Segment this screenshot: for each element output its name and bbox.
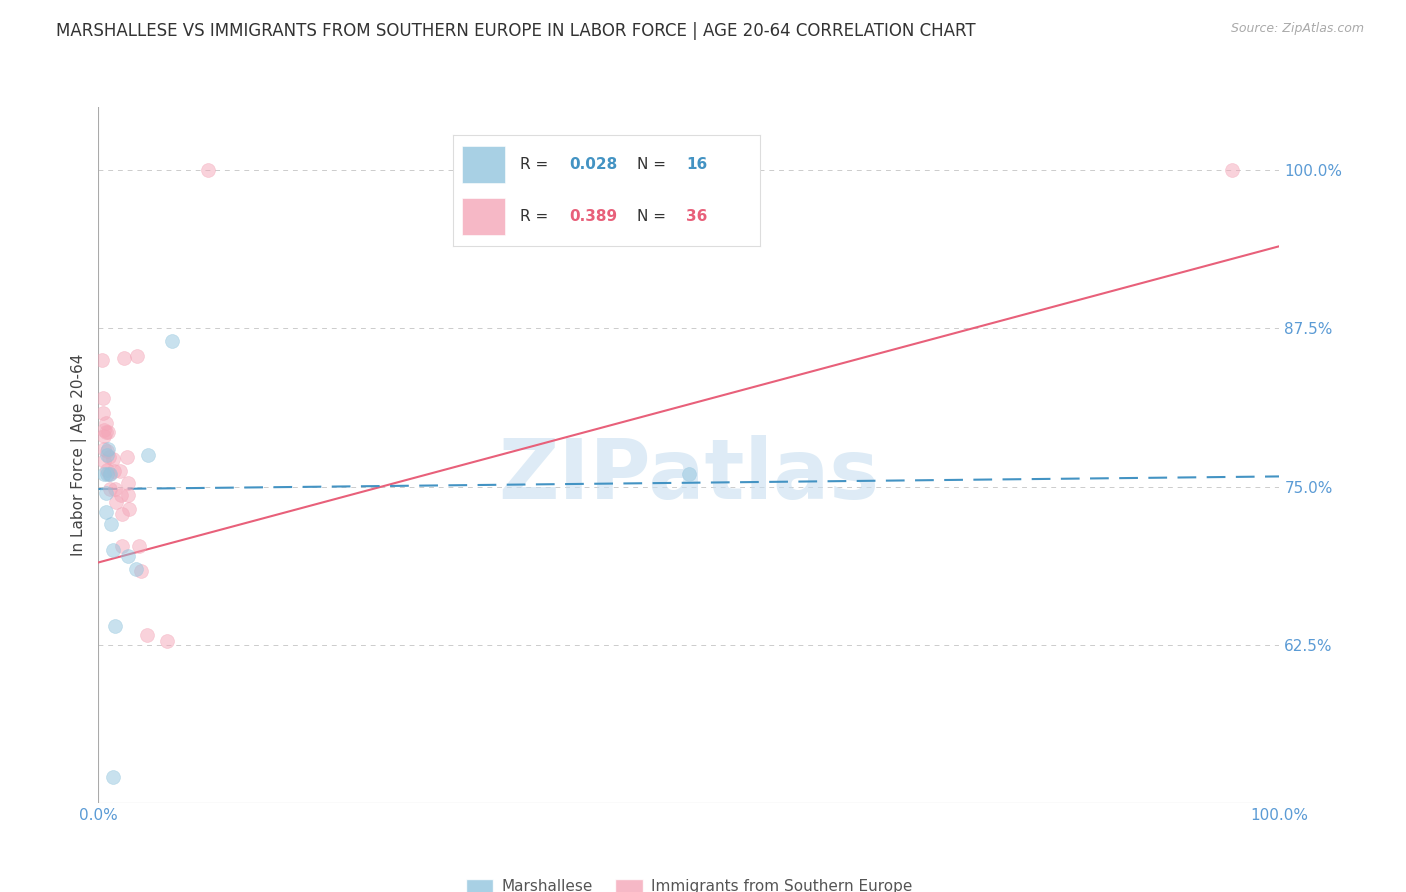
- Point: [96, 467, 118, 481]
- Point: [117, 488, 139, 502]
- Point: [117, 475, 139, 490]
- Point: [1220, 163, 1243, 178]
- Point: [93, 429, 115, 443]
- Point: [93, 454, 115, 468]
- Point: [108, 464, 131, 478]
- Point: [128, 539, 150, 553]
- Point: [97, 442, 120, 456]
- Point: [104, 618, 127, 632]
- Point: [93, 442, 115, 456]
- Point: [135, 627, 157, 641]
- Legend: Marshallese, Immigrants from Southern Europe: Marshallese, Immigrants from Southern Eu…: [460, 873, 918, 892]
- Point: [127, 349, 149, 363]
- Point: [104, 482, 127, 496]
- Point: [94, 417, 117, 431]
- Point: [110, 488, 132, 502]
- Point: [98, 467, 121, 481]
- Point: [93, 467, 115, 481]
- Point: [94, 425, 117, 439]
- Point: [160, 334, 183, 348]
- Point: [94, 505, 117, 519]
- Point: [136, 448, 159, 462]
- Point: [101, 451, 124, 466]
- Point: [96, 444, 118, 458]
- Point: [678, 467, 700, 481]
- Point: [100, 517, 122, 532]
- Point: [115, 450, 138, 465]
- Point: [98, 450, 121, 465]
- Point: [96, 463, 118, 477]
- Point: [103, 464, 125, 478]
- Point: [129, 564, 152, 578]
- Text: MARSHALLESE VS IMMIGRANTS FROM SOUTHERN EUROPE IN LABOR FORCE | AGE 20-64 CORREL: MARSHALLESE VS IMMIGRANTS FROM SOUTHERN …: [56, 22, 976, 40]
- Point: [111, 539, 134, 553]
- Point: [98, 482, 121, 496]
- Point: [101, 542, 124, 557]
- Point: [111, 508, 134, 522]
- Point: [197, 163, 219, 178]
- Point: [91, 406, 114, 420]
- Point: [96, 448, 118, 462]
- Point: [156, 633, 179, 648]
- Point: [105, 494, 128, 508]
- Point: [98, 467, 121, 481]
- Point: [97, 425, 120, 439]
- Point: [117, 549, 139, 563]
- Point: [91, 353, 114, 368]
- Point: [118, 502, 141, 516]
- Text: Source: ZipAtlas.com: Source: ZipAtlas.com: [1230, 22, 1364, 36]
- Point: [91, 391, 114, 405]
- Y-axis label: In Labor Force | Age 20-64: In Labor Force | Age 20-64: [72, 354, 87, 556]
- Point: [93, 423, 115, 437]
- Point: [94, 486, 117, 500]
- Point: [125, 562, 148, 576]
- Point: [112, 351, 135, 365]
- Point: [101, 771, 124, 785]
- Text: ZIPatlas: ZIPatlas: [499, 435, 879, 516]
